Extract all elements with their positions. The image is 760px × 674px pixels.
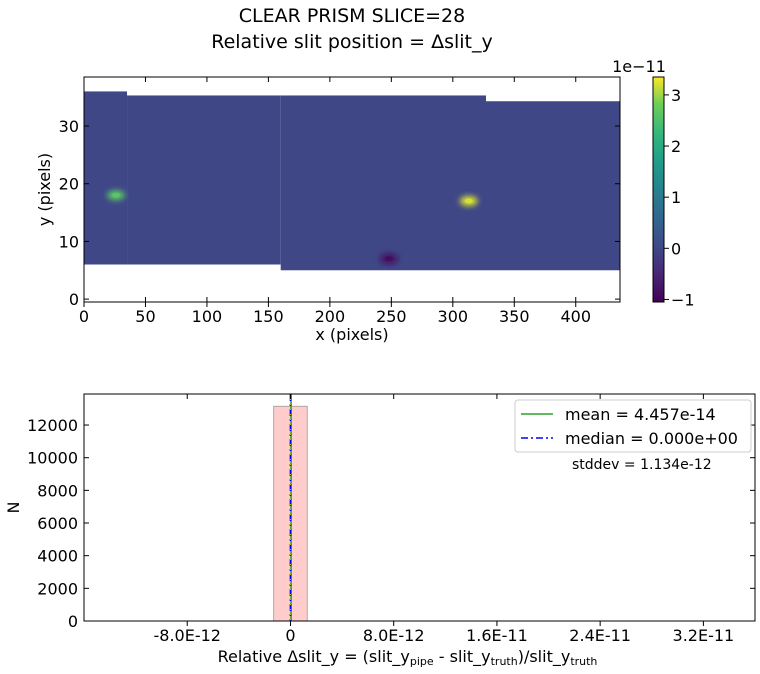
histogram-ytick-label-4: 8000 xyxy=(37,481,78,500)
image-panel: 0 50 100 150 200 250 300 350 400 0 10 20 30 x (pixel… xyxy=(35,76,621,344)
image-xtick-label-0: 0 xyxy=(79,307,89,326)
image-xtick-label-5: 250 xyxy=(376,307,407,326)
histogram-xtick-label-5: 3.2E-11 xyxy=(673,626,735,645)
histogram-stat-lines xyxy=(289,394,292,621)
image-ticks: 0 50 100 150 200 250 300 350 400 0 10 20 30 xyxy=(59,77,620,326)
histogram-xtick-label-0: -8.0E-12 xyxy=(153,626,220,645)
image-ytick-label-2: 20 xyxy=(59,175,79,194)
histogram-ytick-label-2: 4000 xyxy=(37,547,78,566)
image-xtick-label-1: 50 xyxy=(135,307,155,326)
xlabel-part-mid: - slit_y xyxy=(434,647,491,667)
image-feature-core-1 xyxy=(464,198,473,204)
xlabel-part-main: Relative Δslit_y = (slit_y xyxy=(218,647,410,667)
colorbar-gradient xyxy=(652,76,665,303)
image-feature-core-2 xyxy=(384,256,393,262)
histogram-panel: -8.0E-12 0 8.0E-12 1.6E-11 2.4E-11 3.2E-11 0 20… xyxy=(4,393,756,668)
histogram-legend: mean = 4.457e-14 median = 0.000e+00 xyxy=(514,399,752,453)
image-x-axis-label: x (pixels) xyxy=(315,325,388,344)
image-xtick-label-8: 400 xyxy=(560,307,591,326)
histogram-xtick-label-1: 0 xyxy=(285,626,295,645)
histogram-axes-frame xyxy=(83,393,756,622)
histogram-ytick-label-0: 0 xyxy=(68,612,78,631)
histogram-x-axis-label: Relative Δslit_y = (slit_ypipe - slit_yt… xyxy=(218,647,598,668)
image-y-axis-label: y (pixels) xyxy=(35,153,54,226)
image-xtick-label-7: 350 xyxy=(499,307,530,326)
histogram-xtick-label-2: 8.0E-12 xyxy=(363,626,425,645)
legend-box xyxy=(514,399,752,453)
colorbar-tick-label-0: −1 xyxy=(671,290,695,309)
image-region-2 xyxy=(280,95,486,271)
colorbar-tick-label-1: 0 xyxy=(671,239,681,258)
figure-title-line2: Relative slit position = Δslit_y xyxy=(211,31,493,53)
xlabel-sub-truth-1: truth xyxy=(491,655,518,668)
image-xtick-label-6: 300 xyxy=(438,307,469,326)
histogram-xtick-label-3: 1.6E-11 xyxy=(466,626,528,645)
colorbar-tick-label-3: 2 xyxy=(671,137,681,156)
image-region-1 xyxy=(127,95,281,265)
xlabel-sub-pipe: pipe xyxy=(410,655,434,668)
image-ytick-label-3: 30 xyxy=(59,117,79,136)
colorbar-tick-label-4: 3 xyxy=(671,86,681,105)
figure-title-line1: CLEAR PRISM SLICE=28 xyxy=(239,5,465,27)
histogram-ytick-label-5: 10000 xyxy=(27,449,78,468)
image-features xyxy=(106,190,478,264)
histogram-ytick-label-1: 2000 xyxy=(37,579,78,598)
image-region-0 xyxy=(84,91,128,265)
image-ytick-label-1: 10 xyxy=(59,232,79,251)
image-region-3 xyxy=(486,101,620,271)
xlabel-sub-truth-2: truth xyxy=(570,655,597,668)
colorbar-ticks: −1 0 1 2 3 xyxy=(664,86,695,309)
histogram-xtick-label-4: 2.4E-11 xyxy=(569,626,631,645)
colorbar-offset-label: 1e−11 xyxy=(612,57,666,76)
histogram-ticks: -8.0E-12 0 8.0E-12 1.6E-11 2.4E-11 3.2E-11 0 20… xyxy=(27,394,755,645)
image-pixels xyxy=(84,91,620,271)
image-feature-core-0 xyxy=(111,192,120,198)
colorbar-tick-label-2: 1 xyxy=(671,188,681,207)
legend-mean-label: mean = 4.457e-14 xyxy=(565,405,716,424)
image-xtick-label-3: 150 xyxy=(253,307,284,326)
legend-median-label: median = 0.000e+00 xyxy=(565,429,738,448)
histogram-y-axis-label: N xyxy=(4,502,23,514)
stddev-annotation: stddev = 1.134e-12 xyxy=(572,457,712,473)
image-xtick-label-2: 100 xyxy=(192,307,223,326)
xlabel-part-tail: )/slit_y xyxy=(518,647,571,667)
image-axes-frame xyxy=(83,76,621,303)
image-xtick-label-4: 200 xyxy=(315,307,346,326)
colorbar: −1 0 1 2 3 1e−11 xyxy=(612,57,694,309)
image-ytick-label-0: 0 xyxy=(69,290,79,309)
histogram-ytick-label-6: 12000 xyxy=(27,416,78,435)
histogram-ytick-label-3: 6000 xyxy=(37,514,78,533)
